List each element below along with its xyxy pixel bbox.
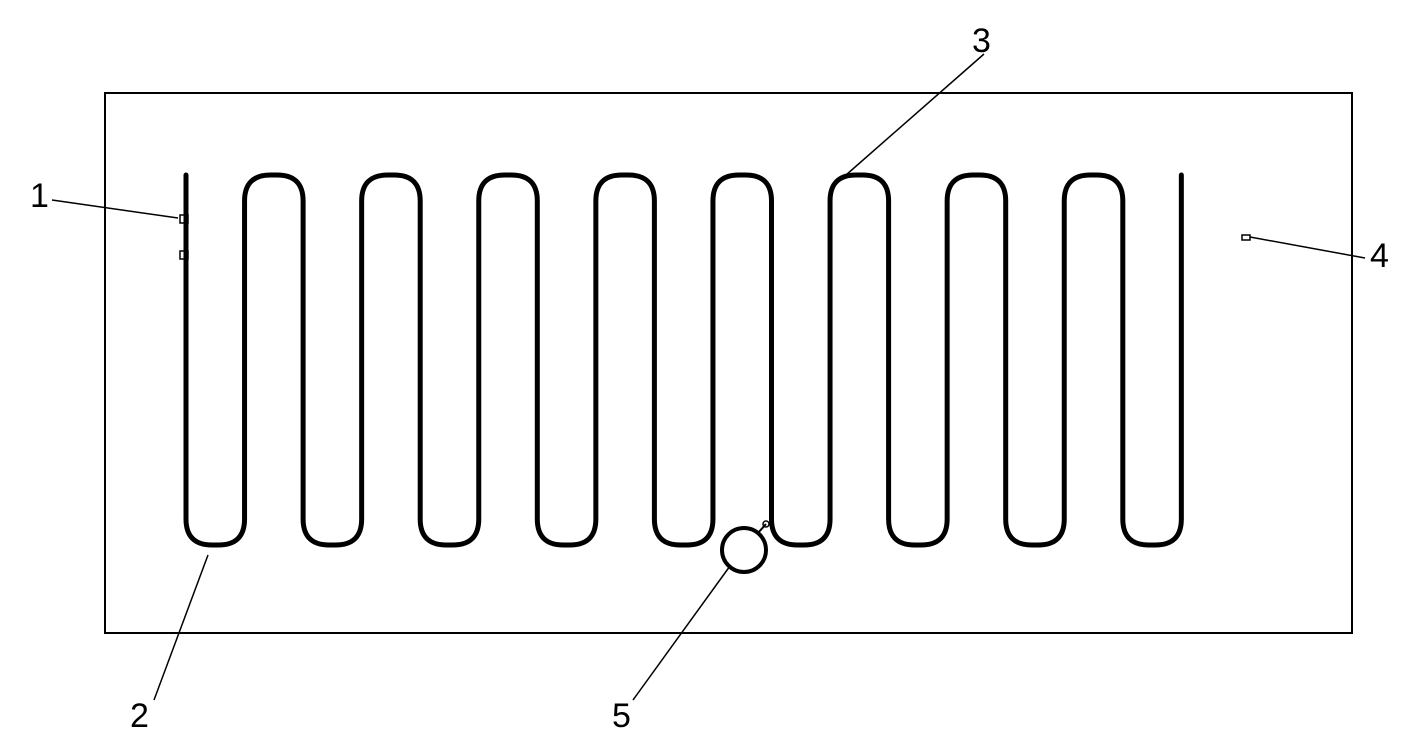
schematic-svg: 1 2 3 4 5	[0, 0, 1423, 749]
label-2: 2	[130, 697, 149, 735]
label-1: 1	[30, 177, 49, 215]
valve-body	[722, 528, 766, 572]
label-5: 5	[612, 697, 631, 735]
label-4: 4	[1370, 237, 1389, 275]
label-3: 3	[972, 22, 991, 60]
diagram-container: 1 2 3 4 5	[0, 0, 1423, 749]
